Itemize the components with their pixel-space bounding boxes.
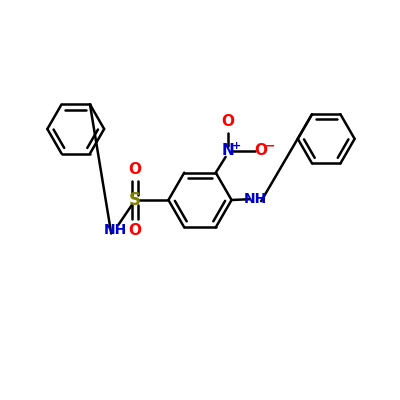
Text: O: O <box>221 114 234 129</box>
Text: NH: NH <box>104 222 127 236</box>
Text: −: − <box>264 140 275 153</box>
Text: O: O <box>128 162 142 177</box>
Text: N: N <box>221 144 234 158</box>
Text: O: O <box>255 144 268 158</box>
Text: +: + <box>232 141 241 151</box>
Text: S: S <box>129 191 141 209</box>
Text: O: O <box>128 223 142 238</box>
Text: NH: NH <box>244 192 267 206</box>
